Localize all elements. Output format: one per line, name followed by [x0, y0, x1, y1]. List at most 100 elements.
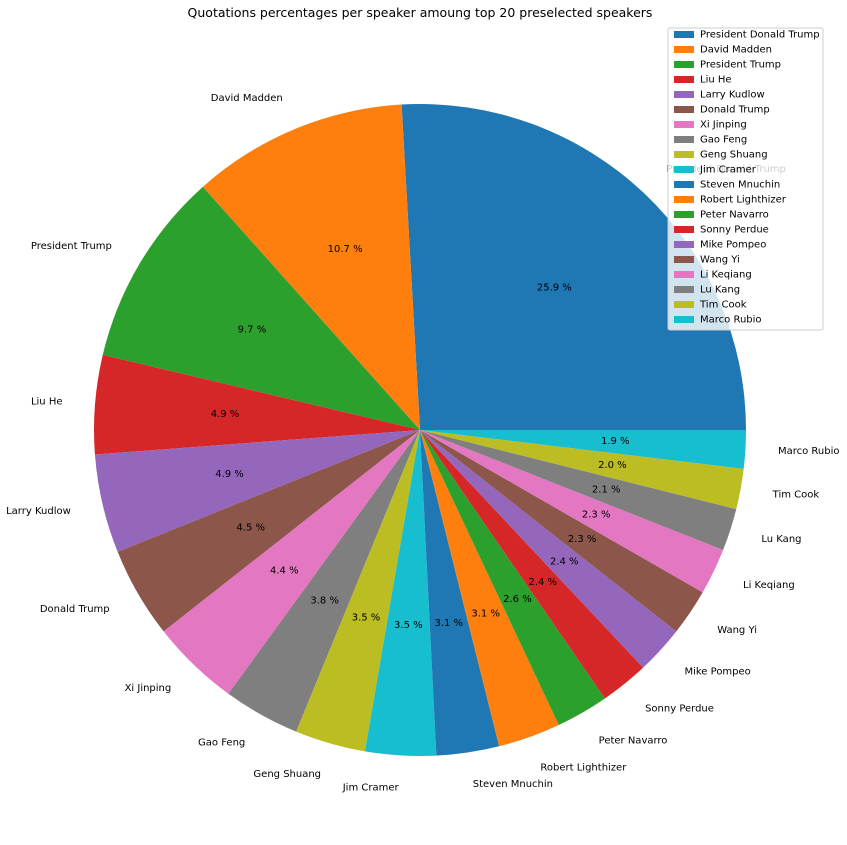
legend-swatch-david-madden [674, 46, 694, 53]
legend-label-sonny-perdue: Sonny Perdue [700, 225, 769, 236]
legend-label-liu-he: Liu He [700, 75, 732, 86]
pie-slice-robert-lighthizer [420, 430, 559, 747]
pie-slice-li-keqiang [420, 430, 724, 593]
slice-label-li-keqiang: Li Keqiang [743, 580, 795, 591]
legend-swatch-liu-he [674, 76, 694, 83]
legend-label-peter-navarro: Peter Navarro [700, 210, 769, 221]
pie-slice-president-donald-trump [401, 104, 746, 430]
pct-label-mike-pompeo: 2.4 % [550, 557, 579, 568]
legend-swatch-peter-navarro [674, 211, 694, 218]
slice-label-robert-lighthizer: Robert Lighthizer [540, 762, 627, 773]
legend-label-robert-lighthizer: Robert Lighthizer [700, 195, 787, 206]
pct-label-robert-lighthizer: 3.1 % [471, 609, 500, 620]
legend-label-wang-yi: Wang Yi [700, 255, 740, 266]
slice-label-steven-mnuchin: Steven Mnuchin [473, 779, 553, 790]
legend-swatch-robert-lighthizer [674, 196, 694, 203]
legend-label-mike-pompeo: Mike Pompeo [700, 240, 766, 251]
legend-swatch-sonny-perdue [674, 226, 694, 233]
slice-label-jim-cramer: Jim Cramer [342, 782, 400, 793]
legend-label-larry-kudlow: Larry Kudlow [700, 90, 765, 101]
pct-label-president-donald-trump: 25.9 % [537, 282, 572, 293]
pie-slice-gao-feng [228, 430, 420, 732]
legend-label-tim-cook: Tim Cook [699, 300, 747, 311]
pct-label-larry-kudlow: 4.9 % [215, 469, 244, 480]
legend-label-steven-mnuchin: Steven Mnuchin [700, 180, 780, 191]
legend-swatch-steven-mnuchin [674, 181, 694, 188]
legend-swatch-wang-yi [674, 256, 694, 263]
legend-swatch-geng-shuang [674, 151, 694, 158]
slice-label-liu-he: Liu He [31, 396, 63, 407]
pie-slice-steven-mnuchin [420, 430, 500, 756]
pie-slice-sonny-perdue [420, 430, 644, 699]
pie-slice-mike-pompeo [420, 430, 677, 668]
pie-slice-jim-cramer [364, 430, 437, 756]
legend-label-gao-feng: Gao Feng [700, 135, 747, 146]
pct-label-donald-trump: 4.5 % [236, 522, 265, 533]
slice-label-president-trump: President Trump [31, 241, 112, 252]
pct-label-sonny-perdue: 2.4 % [528, 577, 557, 588]
pct-label-david-madden: 10.7 % [328, 244, 363, 255]
pct-label-geng-shuang: 3.5 % [352, 613, 381, 624]
pie-slice-donald-trump [117, 430, 420, 632]
slice-label-xi-jinping: Xi Jinping [125, 683, 172, 694]
chart-title: Quotations percentages per speaker amoun… [188, 5, 653, 20]
slice-label-wang-yi: Wang Yi [717, 625, 757, 636]
legend-swatch-xi-jinping [674, 121, 694, 128]
pie-slice-larry-kudlow [94, 430, 420, 552]
pie-slice-tim-cook [420, 430, 744, 510]
slice-label-mike-pompeo: Mike Pompeo [684, 667, 750, 678]
pie-slice-peter-navarro [420, 430, 605, 725]
pct-label-marco-rubio: 1.9 % [601, 436, 630, 447]
pie-slice-david-madden [202, 104, 420, 431]
percentage-labels: 25.9 % 10.7 % 9.7 % 4.9 % 4.9 % 4.5 % 4.4 % 3.8… [211, 244, 630, 631]
legend-swatch-donald-trump [674, 106, 694, 113]
slice-label-tim-cook: Tim Cook [772, 489, 820, 500]
legend-swatch-jim-cramer [674, 166, 694, 173]
slice-label-gao-feng: Gao Feng [198, 738, 245, 749]
legend-label-donald-trump: Donald Trump [700, 105, 770, 116]
pct-label-president-trump: 9.7 % [238, 324, 267, 335]
slice-label-larry-kudlow: Larry Kudlow [6, 506, 71, 517]
pie-slice-lu-kang [420, 430, 737, 551]
legend-swatch-marco-rubio [674, 316, 694, 323]
pie-slice-xi-jinping [163, 430, 420, 694]
pie-slice-marco-rubio [420, 430, 746, 469]
legend-label-david-madden: David Madden [700, 45, 772, 56]
legend-frame [667, 27, 824, 331]
legend-swatch-tim-cook [674, 301, 694, 308]
pie-slice-geng-shuang [296, 430, 420, 752]
legend-swatch-larry-kudlow [674, 91, 694, 98]
legend-label-president-trump: President Trump [700, 60, 781, 71]
pct-label-xi-jinping: 4.4 % [270, 565, 299, 576]
legend-label-president-donald-trump: President Donald Trump [700, 30, 820, 41]
legend-label-xi-jinping: Xi Jinping [700, 120, 747, 131]
legend-swatch-gao-feng [674, 136, 694, 143]
slice-label-geng-shuang: Geng Shuang [253, 769, 321, 780]
pct-label-peter-navarro: 2.6 % [503, 594, 532, 605]
legend-label-lu-kang: Lu Kang [700, 285, 740, 296]
legend-items: President Donald Trump David Madden Presid… [674, 30, 820, 326]
legend-swatch-lu-kang [674, 286, 694, 293]
pct-label-liu-he: 4.9 % [211, 409, 240, 420]
legend-label-marco-rubio: Marco Rubio [700, 315, 762, 326]
legend-swatch-president-donald-trump [674, 31, 694, 38]
pct-label-lu-kang: 2.1 % [592, 484, 621, 495]
legend-label-jim-cramer: Jim Cramer [699, 165, 757, 176]
legend-swatch-president-trump [674, 61, 694, 68]
pct-label-wang-yi: 2.3 % [568, 534, 597, 545]
pie-slices [93, 104, 746, 756]
slice-label-sonny-perdue: Sonny Perdue [645, 704, 714, 715]
slice-label-david-madden: David Madden [211, 93, 283, 104]
legend-label-li-keqiang: Li Keqiang [700, 270, 752, 281]
pct-label-gao-feng: 3.8 % [310, 595, 339, 606]
pct-label-jim-cramer: 3.5 % [394, 620, 423, 631]
pct-label-tim-cook: 2.0 % [598, 460, 627, 471]
legend-label-geng-shuang: Geng Shuang [700, 150, 768, 161]
legend-swatch-mike-pompeo [674, 241, 694, 248]
pie-slice-president-trump [102, 186, 420, 430]
slice-label-peter-navarro: Peter Navarro [599, 735, 668, 746]
pct-label-steven-mnuchin: 3.1 % [434, 618, 463, 629]
legend-swatch-li-keqiang [674, 271, 694, 278]
pie-slice-liu-he [93, 354, 420, 455]
